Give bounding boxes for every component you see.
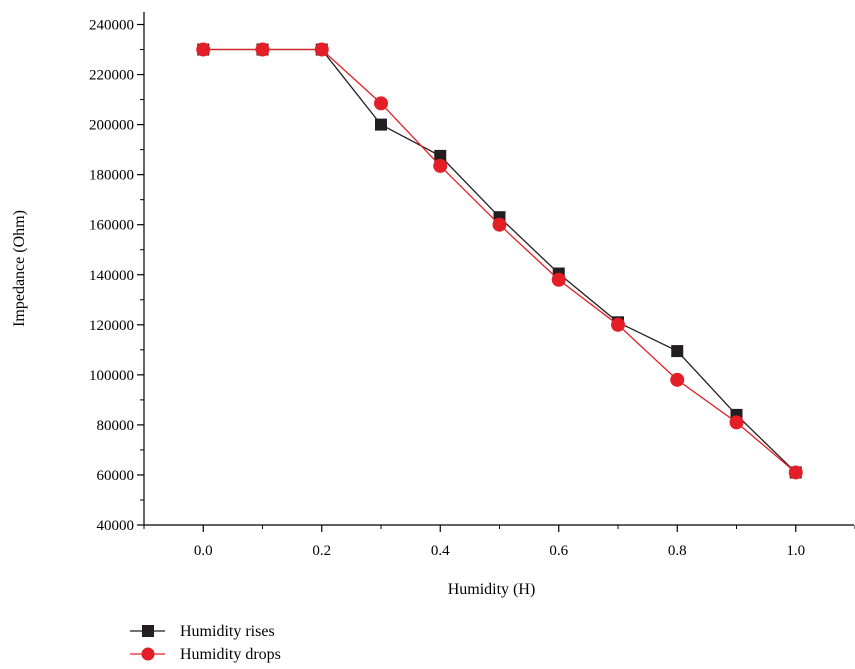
y-tick-label: 120000 (89, 318, 134, 334)
data-point (729, 415, 744, 430)
data-point (434, 149, 447, 162)
y-tick-label: 160000 (89, 218, 134, 234)
y-tick-label: 220000 (89, 68, 134, 84)
series-1 (197, 43, 802, 479)
legend-label: Humidity rises (180, 623, 275, 640)
data-point (255, 42, 270, 57)
series-line (203, 48, 797, 473)
data-point (433, 158, 448, 173)
data-point (788, 465, 803, 480)
y-tick-label: 140000 (89, 268, 134, 284)
data-point (671, 345, 684, 358)
series-line (203, 48, 797, 473)
series-layer (196, 42, 803, 480)
x-tick-label: 0.4 (431, 543, 450, 559)
legend-label: Humidity drops (180, 646, 281, 663)
legend-item: Humidity drops (130, 646, 281, 663)
y-tick-label: 200000 (89, 118, 134, 134)
x-tick-label: 1.0 (786, 543, 805, 559)
data-point (670, 372, 685, 387)
y-tick-label: 40000 (97, 518, 135, 534)
data-point (551, 272, 566, 287)
y-tick-label: 80000 (97, 418, 135, 434)
series-2 (196, 42, 803, 480)
legend-marker (142, 625, 154, 637)
legend-item: Humidity rises (130, 623, 275, 640)
data-point (611, 317, 625, 332)
data-point (492, 217, 507, 232)
data-point (374, 96, 388, 111)
y-tick-label: 100000 (89, 368, 134, 384)
y-tick-label: 60000 (97, 468, 135, 484)
x-tick-label: 0.8 (668, 543, 687, 559)
data-point (375, 118, 387, 131)
x-tick-label: 0.0 (194, 543, 213, 559)
x-tick-label: 0.6 (549, 543, 568, 559)
y-axis-title: Impedance (Ohm) (11, 210, 28, 327)
y-axis-ticks: 40000 60000 80000 100000 120000 140000 160000 1… (89, 18, 144, 534)
x-tick-label: 0.2 (312, 543, 331, 559)
y-tick-label: 180000 (89, 168, 134, 184)
axes (143, 12, 854, 526)
x-axis-ticks: 0.0 0.2 0.4 0.6 0.8 1.0 (143, 525, 855, 559)
legend-marker (141, 647, 155, 661)
data-point (314, 42, 329, 57)
legend: Humidity rises Humidity drops (130, 623, 281, 663)
x-axis-title: Humidity (H) (448, 581, 536, 598)
data-point (196, 42, 211, 57)
y-tick-label: 240000 (89, 18, 134, 34)
